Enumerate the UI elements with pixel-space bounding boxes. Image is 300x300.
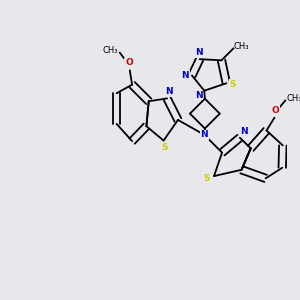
Text: N: N (240, 127, 248, 136)
Text: S: S (230, 80, 236, 88)
Text: O: O (272, 106, 279, 115)
Text: N: N (195, 91, 203, 100)
Text: O: O (125, 58, 133, 68)
Text: S: S (203, 174, 210, 183)
Text: N: N (200, 130, 208, 139)
Text: CH₃: CH₃ (234, 42, 249, 51)
Text: N: N (195, 48, 203, 57)
Text: CH₃: CH₃ (287, 94, 300, 103)
Text: N: N (181, 71, 189, 80)
Text: S: S (161, 143, 168, 152)
Text: CH₃: CH₃ (103, 46, 118, 55)
Text: N: N (165, 87, 172, 96)
